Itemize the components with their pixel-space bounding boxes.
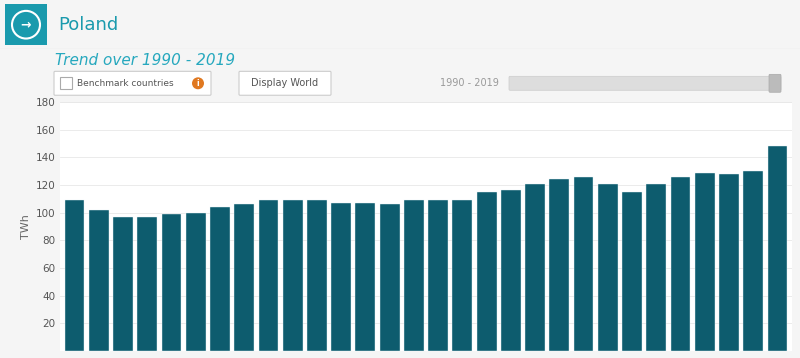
Text: 1990 - 2019: 1990 - 2019 bbox=[440, 78, 499, 88]
Bar bbox=[501, 190, 521, 351]
Bar bbox=[162, 214, 182, 351]
FancyBboxPatch shape bbox=[239, 71, 331, 95]
FancyBboxPatch shape bbox=[769, 74, 781, 92]
Bar bbox=[525, 184, 545, 351]
Bar bbox=[258, 200, 278, 351]
FancyBboxPatch shape bbox=[5, 4, 47, 45]
Bar bbox=[695, 173, 714, 351]
Bar bbox=[380, 204, 399, 351]
Text: Poland: Poland bbox=[58, 16, 118, 34]
Bar bbox=[453, 200, 472, 351]
Bar bbox=[282, 200, 302, 351]
Bar bbox=[138, 217, 157, 351]
Bar bbox=[404, 200, 424, 351]
FancyBboxPatch shape bbox=[60, 77, 72, 89]
Bar bbox=[670, 176, 690, 351]
Bar bbox=[622, 192, 642, 351]
Bar bbox=[89, 210, 109, 351]
Bar bbox=[598, 184, 618, 351]
Circle shape bbox=[192, 77, 204, 89]
Text: Trend over 1990 - 2019: Trend over 1990 - 2019 bbox=[55, 53, 235, 68]
Text: Display World: Display World bbox=[251, 78, 318, 88]
Bar bbox=[210, 207, 230, 351]
Bar bbox=[574, 176, 594, 351]
Bar bbox=[743, 171, 763, 351]
Bar bbox=[477, 192, 497, 351]
Bar bbox=[719, 174, 739, 351]
FancyBboxPatch shape bbox=[54, 71, 211, 95]
Text: Benchmark countries: Benchmark countries bbox=[77, 79, 174, 88]
Bar bbox=[550, 179, 570, 351]
Bar bbox=[234, 204, 254, 351]
Y-axis label: TWh: TWh bbox=[21, 214, 30, 239]
Bar bbox=[113, 217, 133, 351]
Bar bbox=[186, 213, 206, 351]
Bar bbox=[428, 200, 448, 351]
Text: i: i bbox=[197, 79, 199, 88]
Bar bbox=[355, 203, 375, 351]
Bar bbox=[767, 146, 787, 351]
Bar bbox=[307, 200, 327, 351]
Bar bbox=[331, 203, 351, 351]
Bar bbox=[646, 184, 666, 351]
Bar bbox=[65, 200, 85, 351]
Text: →: → bbox=[21, 18, 31, 31]
FancyBboxPatch shape bbox=[509, 76, 781, 90]
